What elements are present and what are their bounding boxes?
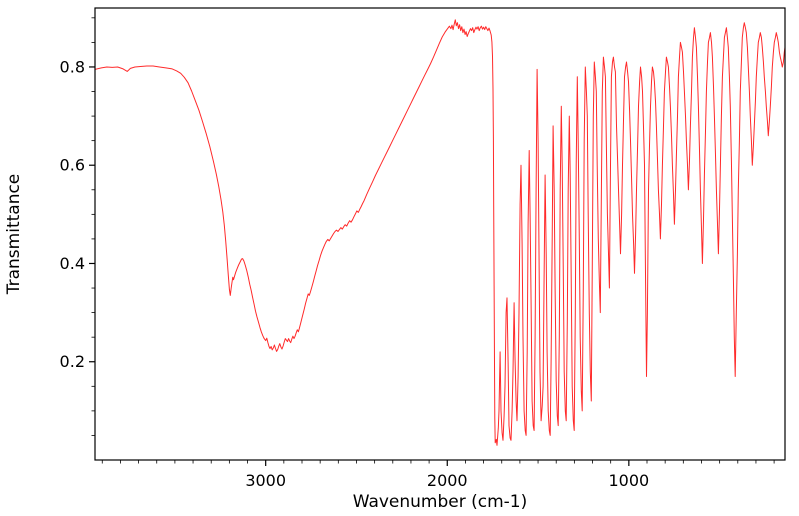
axis-ticks: 3000 2000 1000 0.2 0.4 0.6 0.8 [60, 17, 775, 490]
x-tick-label: 1000 [608, 471, 649, 490]
y-tick-label: 0.6 [60, 156, 85, 175]
series-group [95, 19, 785, 446]
y-axis-label: Transmittance [4, 174, 24, 296]
plot-border [94, 7, 786, 461]
y-tick-label: 0.4 [60, 254, 85, 273]
y-tick-label: 0.2 [60, 352, 85, 371]
ir-spectrum-line [95, 19, 785, 446]
x-tick-label: 2000 [427, 471, 468, 490]
y-tick-label: 0.8 [60, 57, 85, 76]
x-tick-label: 3000 [245, 471, 286, 490]
x-axis-label: Wavenumber (cm-1) [353, 492, 528, 512]
